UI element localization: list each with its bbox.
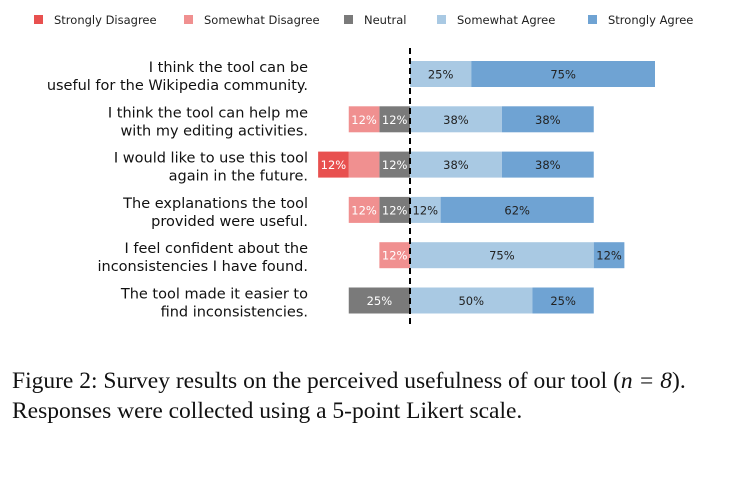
bar-value-label: 50%	[458, 294, 484, 308]
caption-suffix: ). Responses were collected using a 5-po…	[12, 368, 686, 424]
bar-somewhat-agree	[410, 106, 502, 133]
legend-label: Neutral	[364, 13, 406, 27]
bar-somewhat-disagree	[348, 106, 380, 133]
bar-neutral	[348, 287, 410, 314]
bar-somewhat-agree	[410, 242, 594, 269]
bar-value-label: 12%	[382, 203, 408, 217]
bar-value-label: 75%	[489, 249, 515, 263]
legend-swatch-somewhat-agree	[437, 15, 446, 24]
bar-strongly-agree	[532, 287, 594, 314]
category-label: The explanations the tool	[122, 196, 308, 212]
category-label: I feel confident about the	[125, 241, 309, 257]
legend-swatch-neutral	[344, 15, 353, 24]
bar-value-label: 12%	[382, 158, 408, 172]
category-label: I would like to use this tool	[114, 151, 308, 167]
bar-value-label: 75%	[550, 68, 576, 82]
chart-legend: Strongly Disagree Somewhat Disagree Neutra…	[34, 13, 693, 27]
bar-value-label: 12%	[351, 113, 377, 127]
category-label: with my editing activities.	[120, 123, 308, 139]
legend-label: Strongly Disagree	[54, 13, 157, 27]
legend-swatch-somewhat-disagree	[184, 15, 193, 24]
bar-somewhat-disagree	[379, 242, 410, 269]
bar-value-label: 38%	[535, 158, 561, 172]
bar-value-label: 12%	[413, 203, 439, 217]
caption-prefix: Figure 2: Survey results on the perceive…	[12, 368, 621, 394]
bar-value-label: 12%	[382, 113, 408, 127]
category-label: again in the future.	[169, 169, 308, 185]
bar-neutral	[379, 106, 410, 133]
figure-caption: Figure 2: Survey results on the perceive…	[12, 366, 727, 426]
legend-label: Somewhat Disagree	[204, 13, 320, 27]
bar-somewhat-agree	[410, 196, 441, 223]
legend-label: Somewhat Agree	[457, 13, 555, 27]
bar-somewhat-disagree	[348, 151, 380, 178]
bar-strongly-agree	[440, 196, 594, 223]
category-label: I think the tool can be	[149, 60, 308, 76]
bar-strongly-agree	[593, 242, 625, 269]
category-label: The tool made it easier to	[120, 287, 308, 303]
chart-category-labels: I think the tool can be useful for the Wi…	[47, 60, 308, 321]
bar-neutral	[379, 151, 410, 178]
bar-value-label: 38%	[443, 158, 469, 172]
chart-bars: 25% 75% 12% 12% 38% 38% 12% 12% 38% 38% 12% 12% 12% 6…	[318, 61, 655, 314]
bar-strongly-agree	[471, 61, 655, 87]
caption-math: n = 8	[620, 368, 673, 394]
bar-strongly-agree	[501, 106, 594, 133]
bar-value-label: 38%	[535, 113, 561, 127]
legend-swatch-strongly-agree	[588, 15, 597, 24]
bar-value-label: 12%	[321, 158, 347, 172]
bar-somewhat-agree	[410, 151, 502, 178]
bar-somewhat-agree	[410, 287, 533, 314]
bar-neutral	[379, 196, 410, 223]
bar-strongly-disagree	[318, 151, 349, 178]
bar-strongly-agree	[501, 151, 594, 178]
legend-label: Strongly Agree	[608, 13, 693, 27]
bar-value-label: 12%	[351, 203, 377, 217]
bar-value-label: 12%	[382, 249, 408, 263]
bar-somewhat-agree	[410, 61, 472, 87]
category-label: find inconsistencies.	[161, 305, 308, 321]
category-label: inconsistencies I have found.	[97, 259, 308, 275]
bar-value-label: 12%	[596, 249, 622, 263]
survey-likert-chart: Strongly Disagree Somewhat Disagree Neutra…	[34, 13, 693, 325]
bar-somewhat-disagree	[348, 196, 380, 223]
bar-value-label: 38%	[443, 113, 469, 127]
bar-value-label: 25%	[428, 68, 454, 82]
legend-swatch-strongly-disagree	[34, 15, 43, 24]
category-label: I think the tool can help me	[108, 105, 308, 121]
bar-value-label: 25%	[367, 294, 393, 308]
bar-value-label: 25%	[550, 294, 576, 308]
category-label: provided were useful.	[151, 214, 308, 230]
category-label: useful for the Wikipedia community.	[47, 78, 308, 94]
bar-value-label: 62%	[504, 203, 530, 217]
